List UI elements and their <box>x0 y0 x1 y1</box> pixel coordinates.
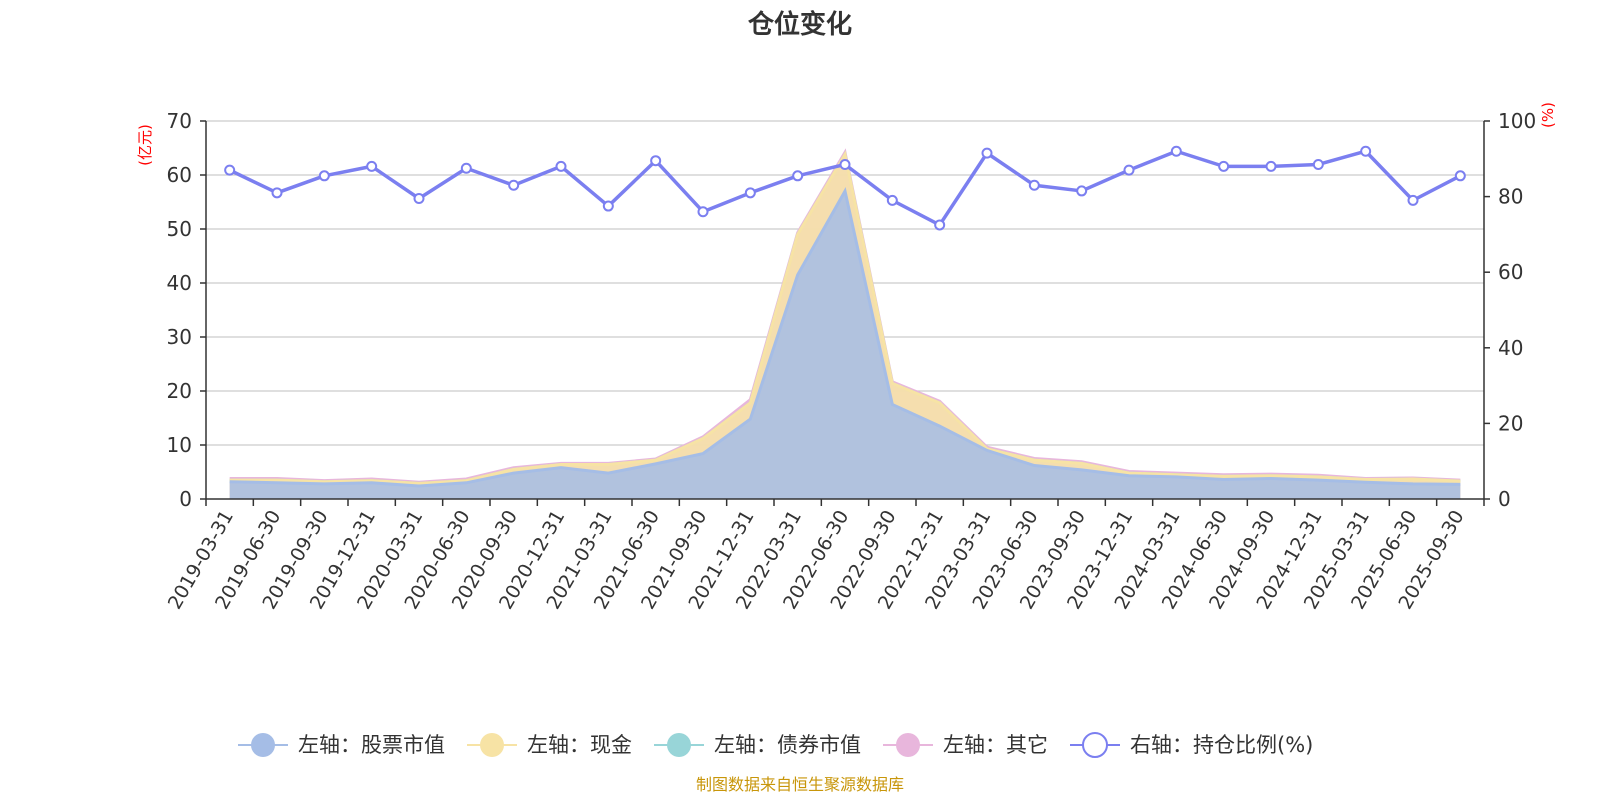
ratio-point <box>460 162 472 174</box>
area-line-1 <box>229 150 1461 485</box>
legend-label: 左轴：其它 <box>943 733 1048 757</box>
ratio-point <box>1170 145 1182 157</box>
legend-label: 左轴：现金 <box>527 733 632 757</box>
ratio-point <box>934 219 946 231</box>
ratio-point <box>1123 164 1135 176</box>
ratio-point <box>366 160 378 172</box>
right-tick-label: 0 <box>1498 487 1511 511</box>
ratio-point <box>602 200 614 212</box>
left-tick-label: 0 <box>179 487 192 511</box>
left-tick-label: 10 <box>167 433 192 457</box>
left-tick-label: 30 <box>167 325 192 349</box>
ratio-point <box>555 160 567 172</box>
left-tick-label: 40 <box>167 271 192 295</box>
legend-marker <box>667 733 691 757</box>
left-tick-label: 70 <box>167 109 192 133</box>
left-tick-label: 50 <box>167 217 192 241</box>
ratio-point <box>271 187 283 199</box>
ratio-point <box>981 147 993 159</box>
legend: 左轴：股票市值 左轴：现金 左轴：债券市值 左轴：其它 右轴：持仓比例(%) <box>238 732 1313 758</box>
area-line-0 <box>229 187 1461 488</box>
legend-label: 左轴：债券市值 <box>714 733 861 757</box>
ratio-point <box>318 170 330 182</box>
ratio-point <box>1218 160 1230 172</box>
ratio-point <box>744 187 756 199</box>
legend-item-3: 左轴：其它 <box>883 733 1048 757</box>
legend-item-1: 左轴：现金 <box>467 733 632 757</box>
ratio-point <box>413 192 425 204</box>
ratio-point <box>886 194 898 206</box>
legend-marker <box>251 733 275 757</box>
ratio-point <box>839 158 851 170</box>
left-axis-unit: (亿元) <box>136 124 154 166</box>
ratio-point <box>697 206 709 218</box>
ratio-point <box>224 164 236 176</box>
ratio-point <box>508 179 520 191</box>
ratio-point <box>792 170 804 182</box>
legend-label: 左轴：股票市值 <box>298 733 445 757</box>
legend-item-4: 右轴：持仓比例(%) <box>1070 732 1313 758</box>
left-tick-label: 60 <box>167 163 192 187</box>
right-tick-label: 80 <box>1498 185 1523 209</box>
left-tick-label: 20 <box>167 379 192 403</box>
legend-marker <box>1082 732 1108 758</box>
right-tick-label: 20 <box>1498 411 1523 435</box>
ratio-point <box>650 155 662 167</box>
right-tick-label: 100 <box>1498 109 1536 133</box>
ratio-point <box>1076 185 1088 197</box>
chart-title: 仓位变化 <box>747 9 852 40</box>
ratio-point <box>1454 170 1466 182</box>
data-source-note: 制图数据来自恒生聚源数据库 <box>696 775 904 794</box>
legend-marker <box>480 733 504 757</box>
ratio-point <box>1360 145 1372 157</box>
right-tick-label: 40 <box>1498 336 1523 360</box>
stacked-areas <box>229 148 1461 500</box>
ratio-point <box>1028 179 1040 191</box>
ratio-point <box>1407 194 1419 206</box>
legend-item-2: 左轴：债券市值 <box>654 733 861 757</box>
area-0 <box>229 191 1461 499</box>
legend-label: 右轴：持仓比例(%) <box>1130 733 1313 757</box>
right-tick-label: 60 <box>1498 260 1523 284</box>
legend-item-0: 左轴：股票市值 <box>238 733 445 757</box>
ratio-line <box>224 145 1466 231</box>
ratio-point <box>1312 158 1324 170</box>
legend-marker <box>896 733 920 757</box>
ratio-point <box>1265 160 1277 172</box>
right-axis-unit: (%) <box>1539 102 1557 128</box>
